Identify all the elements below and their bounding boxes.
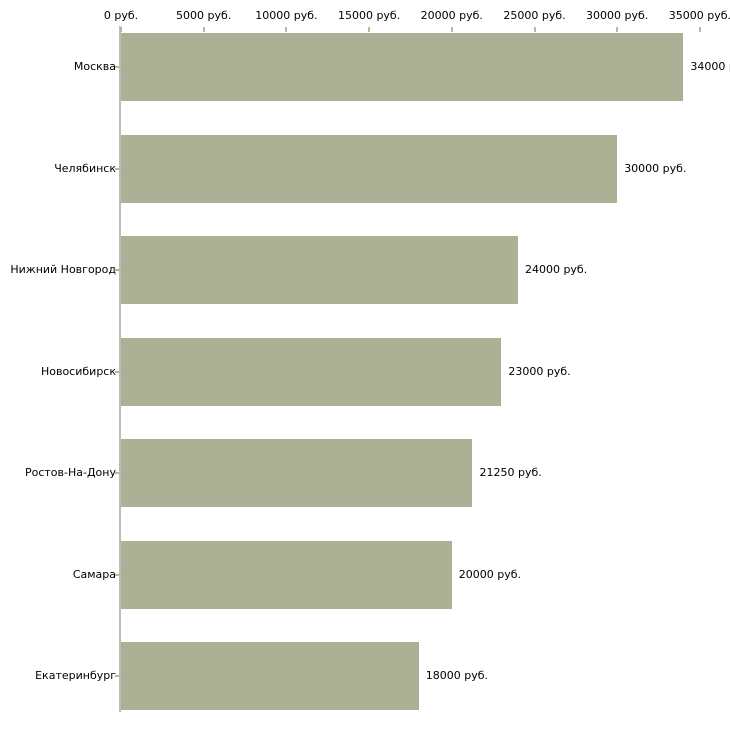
bar (121, 439, 473, 507)
bar (121, 236, 518, 304)
bar-value-label: 21250 руб. (479, 466, 542, 479)
x-axis-tick-mark (616, 27, 619, 32)
bar (121, 540, 452, 609)
bar (121, 33, 684, 101)
category-label: Челябинск (54, 161, 116, 175)
x-axis-tick-label: 30000 руб. (586, 9, 649, 22)
x-axis-tick-label: 15000 руб. (337, 9, 401, 22)
x-axis-tick-mark (368, 27, 371, 32)
x-axis-tick-mark (120, 27, 122, 32)
category-tick-mark (115, 573, 121, 576)
category-tick-mark (115, 370, 121, 373)
category-label: Ростов-На-Дону (24, 466, 116, 479)
bar-value-label: 23000 руб. (508, 364, 571, 378)
bar (121, 134, 618, 203)
category-tick-mark (115, 167, 121, 170)
category-tick-mark (115, 269, 121, 271)
x-axis-tick-label: 10000 руб. (255, 9, 318, 22)
x-axis-tick-label: 35000 руб. (668, 9, 730, 22)
category-tick-mark (115, 472, 121, 474)
x-axis-tick-mark (533, 27, 536, 32)
bar (121, 642, 419, 710)
category-tick-mark (115, 675, 121, 677)
category-tick-mark (115, 66, 121, 68)
category-label: Екатеринбург (35, 669, 116, 682)
y-axis-line (119, 26, 121, 712)
bar-value-label: 34000 руб. (690, 60, 730, 73)
x-axis-tick-mark (285, 27, 288, 32)
x-axis-tick-label: 20000 руб. (420, 9, 483, 22)
category-label: Новосибирск (40, 364, 116, 378)
bar (121, 337, 502, 406)
x-axis-tick-mark (450, 27, 453, 32)
bar-value-label: 18000 руб. (425, 669, 488, 682)
category-label: Самара (72, 567, 116, 581)
category-label: Москва (73, 60, 116, 73)
x-axis-tick-mark (698, 27, 701, 32)
category-label: Нижний Новгород (10, 263, 116, 276)
x-axis-tick-label: 5000 руб. (176, 9, 232, 22)
bar-value-label: 30000 руб. (624, 161, 687, 175)
bar-value-label: 24000 руб. (524, 263, 588, 276)
x-axis-tick-label: 25000 руб. (503, 9, 566, 22)
bar-value-label: 20000 руб. (458, 567, 522, 581)
x-axis-tick-label: 0 руб. (103, 9, 139, 22)
x-axis-tick-mark (202, 27, 205, 32)
